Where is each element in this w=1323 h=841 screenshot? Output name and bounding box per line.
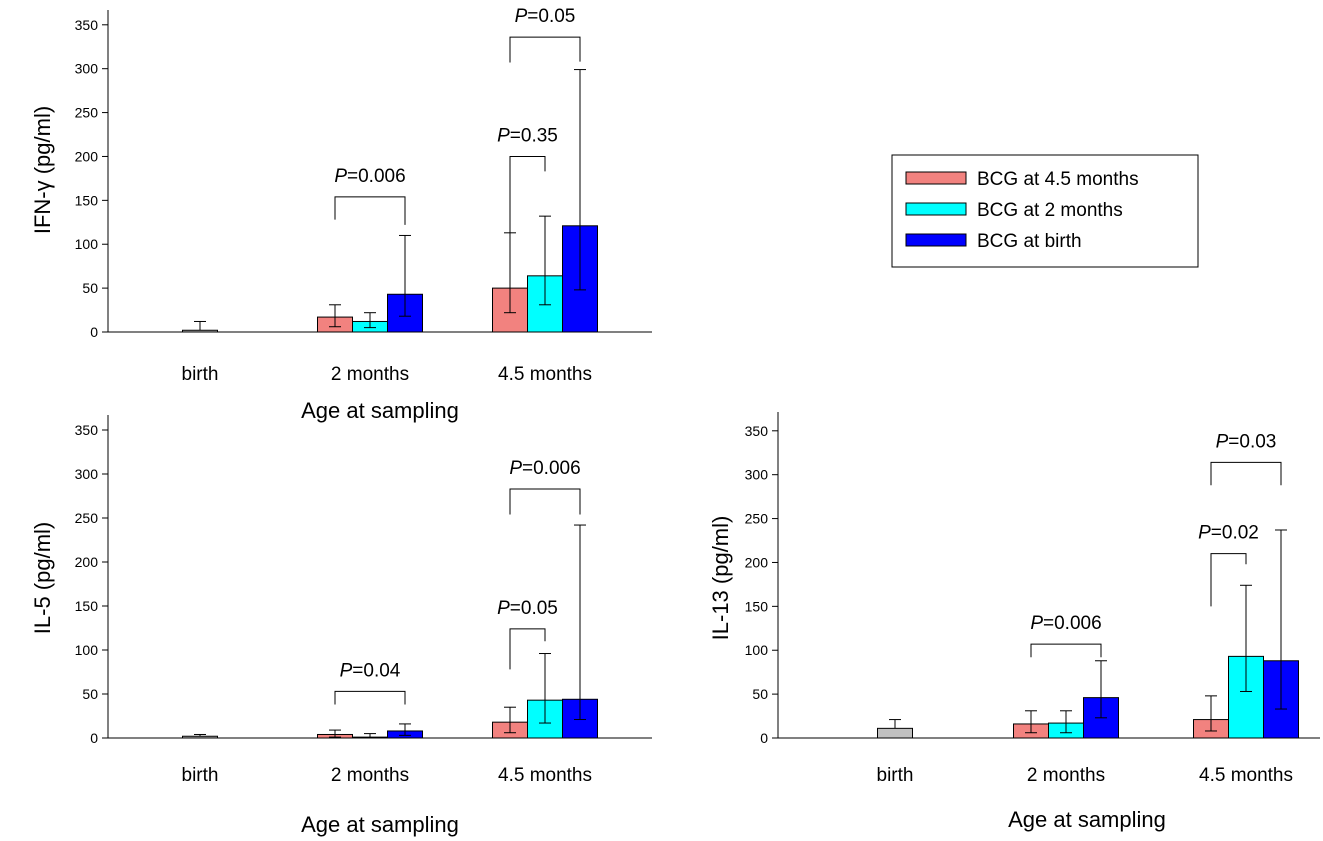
y-tick-label: 250 bbox=[745, 511, 769, 527]
panel-ifn-gamma: 0 50 100 150 200 250 300 350 birth 2 months 4.5 mo… bbox=[30, 6, 652, 423]
x-tick-label: birth bbox=[182, 765, 219, 786]
legend-label: BCG at birth bbox=[977, 231, 1082, 252]
p-symbol: P bbox=[515, 6, 528, 27]
x-tick-label: birth bbox=[182, 364, 219, 385]
panel-il-5: 0 50 100 150 200 250 300 350 birth 2 months 4.5 mo… bbox=[30, 415, 652, 837]
p-symbol: P bbox=[497, 598, 510, 619]
p-value-label: P=0.03 bbox=[1216, 431, 1277, 452]
p-value-label: P=0.006 bbox=[509, 458, 580, 479]
p-value: =0.35 bbox=[510, 125, 558, 146]
y-axis-label: IL-5 (pg/ml) bbox=[30, 522, 55, 634]
y-tick-label: 50 bbox=[752, 686, 768, 702]
legend-label: BCG at 4.5 months bbox=[977, 169, 1139, 190]
significance-bracket bbox=[1030, 643, 1102, 658]
x-tick-label: 4.5 months bbox=[1199, 765, 1293, 786]
bar-pooled bbox=[877, 727, 913, 739]
x-tick-label: 2 months bbox=[331, 765, 409, 786]
y-tick-label: 350 bbox=[745, 423, 769, 439]
y-tick-label: 150 bbox=[745, 598, 769, 614]
legend-label: BCG at 2 months bbox=[977, 200, 1123, 221]
significance-bracket bbox=[509, 36, 581, 63]
legend-item: BCG at birth bbox=[905, 231, 1082, 252]
p-value-label: P=0.35 bbox=[497, 125, 558, 146]
p-value-label: P=0.04 bbox=[340, 660, 401, 681]
x-axis-label: Age at sampling bbox=[1008, 807, 1166, 832]
x-tick-label: 2 months bbox=[1027, 765, 1105, 786]
x-tick-label: 4.5 months bbox=[498, 765, 592, 786]
significance-bracket bbox=[509, 155, 546, 234]
p-symbol: P bbox=[497, 125, 510, 146]
significance-bracket bbox=[334, 196, 406, 225]
legend-swatch bbox=[905, 202, 967, 216]
significance-bracket bbox=[1210, 553, 1247, 607]
bar-pooled bbox=[182, 735, 218, 739]
p-value-label: P=0.02 bbox=[1198, 523, 1259, 544]
significance-bracket bbox=[509, 628, 546, 670]
y-tick-label: 0 bbox=[90, 324, 98, 340]
p-value: =0.04 bbox=[352, 660, 401, 681]
p-symbol: P bbox=[1198, 523, 1211, 544]
p-symbol: P bbox=[1030, 613, 1043, 634]
legend-swatch bbox=[905, 171, 967, 185]
x-tick-label: birth bbox=[877, 765, 914, 786]
y-tick-label: 150 bbox=[75, 598, 99, 614]
bar-pooled bbox=[182, 329, 218, 333]
p-symbol: P bbox=[509, 458, 522, 479]
p-value: =0.05 bbox=[527, 6, 575, 27]
y-tick-label: 200 bbox=[745, 554, 769, 570]
y-tick-label: 250 bbox=[75, 105, 99, 121]
y-tick-label: 350 bbox=[75, 422, 99, 438]
p-value: =0.02 bbox=[1211, 523, 1259, 544]
y-axis-label: IL-13 (pg/ml) bbox=[708, 516, 733, 641]
p-value: =0.05 bbox=[510, 598, 558, 619]
y-axis-label: IFN-γ (pg/ml) bbox=[30, 106, 55, 234]
panel-il-13: 0 50 100 150 200 250 300 350 birth 2 months 4.5 mo… bbox=[708, 412, 1320, 832]
p-symbol: P bbox=[1216, 431, 1229, 452]
x-axis-label: Age at sampling bbox=[301, 812, 459, 837]
legend-item: BCG at 2 months bbox=[905, 200, 1123, 221]
y-tick-label: 100 bbox=[75, 236, 99, 252]
p-value: =0.006 bbox=[522, 458, 581, 479]
significance-bracket bbox=[1210, 461, 1282, 486]
p-value-label: P=0.006 bbox=[334, 166, 405, 187]
p-value: =0.006 bbox=[347, 166, 406, 187]
y-tick-label: 250 bbox=[75, 510, 99, 526]
legend-swatch bbox=[905, 233, 967, 247]
y-tick-label: 0 bbox=[90, 730, 98, 746]
p-value: =0.006 bbox=[1043, 613, 1102, 634]
y-tick-label: 350 bbox=[75, 17, 99, 33]
significance-bracket bbox=[334, 690, 406, 705]
y-tick-label: 300 bbox=[75, 466, 99, 482]
y-tick-label: 50 bbox=[82, 686, 98, 702]
x-tick-label: 4.5 months bbox=[498, 364, 592, 385]
y-tick-label: 150 bbox=[75, 192, 99, 208]
y-tick-label: 100 bbox=[745, 642, 769, 658]
significance-bracket bbox=[509, 488, 581, 515]
p-value-label: P=0.006 bbox=[1030, 613, 1101, 634]
p-symbol: P bbox=[334, 166, 347, 187]
y-tick-label: 300 bbox=[745, 467, 769, 483]
y-tick-label: 200 bbox=[75, 554, 99, 570]
x-tick-label: 2 months bbox=[331, 364, 409, 385]
p-symbol: P bbox=[340, 660, 353, 681]
legend-item: BCG at 4.5 months bbox=[905, 169, 1139, 190]
p-value-label: P=0.05 bbox=[515, 6, 576, 27]
p-value-label: P=0.05 bbox=[497, 598, 558, 619]
x-axis-label: Age at sampling bbox=[301, 398, 459, 423]
legend: BCG at 4.5 months BCG at 2 months BCG at… bbox=[891, 154, 1199, 268]
y-tick-label: 200 bbox=[75, 148, 99, 164]
y-tick-label: 50 bbox=[82, 280, 98, 296]
p-value: =0.03 bbox=[1228, 431, 1276, 452]
y-tick-label: 300 bbox=[75, 61, 99, 77]
y-tick-label: 0 bbox=[760, 730, 768, 746]
y-tick-label: 100 bbox=[75, 642, 99, 658]
